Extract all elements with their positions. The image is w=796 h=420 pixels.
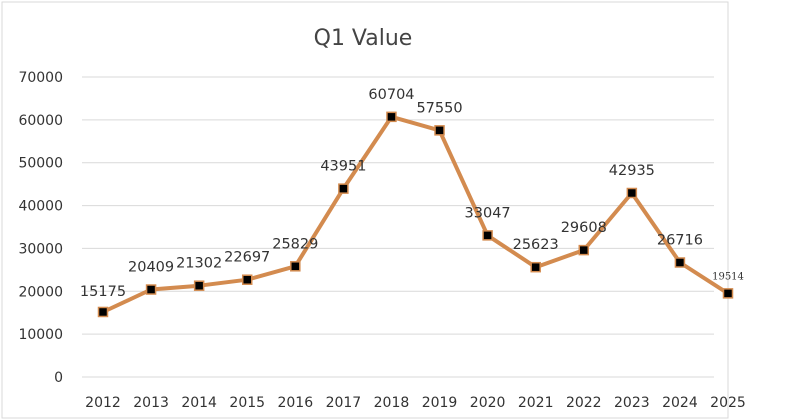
y-tick-label: 50000	[18, 156, 63, 172]
data-point-marker	[722, 288, 734, 299]
data-label: 20409	[128, 260, 174, 276]
data-point-marker	[338, 183, 349, 194]
gridlines	[82, 76, 714, 378]
y-tick-label: 60000	[18, 113, 63, 129]
y-tick-label: 30000	[18, 241, 63, 257]
data-label: 19514	[712, 271, 744, 282]
data-label: 33047	[465, 205, 511, 221]
y-axis-ticks: 0 10000 20000 30000 40000 50000 60000 70000	[18, 70, 63, 386]
data-label: 21302	[176, 256, 222, 272]
data-point-marker	[578, 244, 590, 256]
y-tick-label: 20000	[18, 284, 63, 300]
x-tick-label: 2024	[662, 395, 698, 411]
data-label: 57550	[416, 100, 462, 116]
data-label: 26716	[657, 233, 703, 249]
data-label: 43951	[320, 159, 366, 175]
data-point-marker	[434, 125, 445, 136]
data-point-marker	[290, 261, 301, 272]
x-axis-ticks: 2012 2013 2014 2015 2016 2017 2018 2019 2020 2021…	[85, 395, 746, 411]
series-line	[101, 114, 730, 314]
x-tick-label: 2021	[518, 395, 554, 411]
y-tick-label: 40000	[18, 199, 63, 215]
data-label: 15175	[80, 284, 126, 300]
data-label: 25829	[272, 236, 318, 252]
x-tick-label: 2019	[422, 395, 458, 411]
x-tick-label: 2013	[133, 395, 169, 411]
data-point-marker	[482, 230, 493, 241]
x-tick-label: 2022	[566, 395, 602, 411]
data-point-marker	[530, 261, 541, 273]
y-tick-label: 0	[54, 370, 63, 386]
data-point-marker	[626, 187, 638, 199]
series-layer	[101, 114, 730, 314]
x-tick-label: 2018	[374, 395, 410, 411]
x-tick-label: 2015	[229, 395, 265, 411]
data-label: 25623	[513, 237, 559, 253]
data-point-marker	[193, 280, 205, 291]
chart-title: Q1 Value	[314, 26, 413, 51]
data-point-marker	[241, 274, 253, 285]
marker-layer	[97, 111, 734, 318]
data-label: 22697	[224, 250, 270, 266]
data-label: 29608	[561, 220, 607, 236]
y-tick-label: 70000	[18, 70, 63, 86]
x-tick-label: 2014	[181, 395, 217, 411]
x-tick-label: 2020	[470, 395, 506, 411]
x-tick-label: 2025	[710, 395, 746, 411]
data-label: 42935	[609, 163, 655, 179]
data-point-marker	[386, 111, 397, 123]
chart-area-border	[1, 1, 729, 419]
data-point-marker	[145, 284, 157, 295]
data-point-marker	[97, 306, 109, 318]
data-point-marker	[674, 257, 686, 268]
data-label: 60704	[368, 87, 414, 103]
x-tick-label: 2012	[85, 395, 121, 411]
x-tick-label: 2016	[277, 395, 313, 411]
y-tick-label: 10000	[18, 327, 63, 343]
x-tick-label: 2023	[614, 395, 650, 411]
x-tick-label: 2017	[326, 395, 362, 411]
